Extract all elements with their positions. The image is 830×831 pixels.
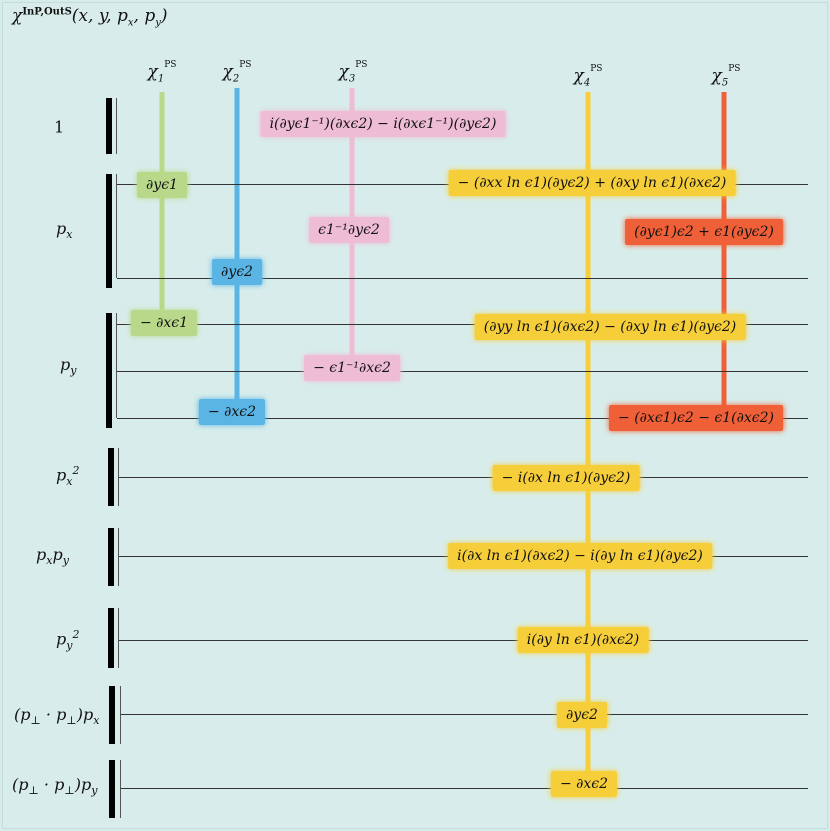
- column-header-chi5: χ5PS: [711, 64, 741, 89]
- row-bracket-thin-ppx: [120, 686, 121, 744]
- term-px-chi2: ∂yϵ2: [212, 259, 262, 285]
- hline-px-c: [117, 278, 808, 279]
- row-bracket-thin-py2: [118, 608, 119, 668]
- row-label-pxpy: pxpy: [36, 544, 69, 568]
- row-label-px2: px2: [56, 464, 80, 488]
- row-bracket-px2: [108, 448, 114, 506]
- row-bracket-ppx: [109, 686, 115, 744]
- hline-ppy: [121, 788, 808, 789]
- hline-py2: [119, 640, 808, 641]
- term-py-chi2: − ∂xϵ2: [198, 399, 266, 425]
- hline-ppx: [121, 714, 808, 715]
- row-bracket-thin-py: [116, 313, 117, 418]
- column-line-chi4: [585, 92, 591, 785]
- term-ppx-chi4: ∂yϵ2: [557, 702, 607, 728]
- row-bracket-py2: [108, 608, 114, 668]
- row-label-ppy: (p⊥ · p⊥)py: [12, 774, 98, 798]
- term-pxpy-chi4: i(∂x ln ϵ1)(∂xϵ2) − i(∂y ln ϵ1)(∂yϵ2): [448, 543, 712, 569]
- term-px-chi4: − (∂xx ln ϵ1)(∂yϵ2) + (∂xy ln ϵ1)(∂xϵ2): [448, 170, 736, 196]
- column-line-chi2: [234, 88, 240, 414]
- term-py-chi5: − (∂xϵ1)ϵ2 − ϵ1(∂xϵ2): [609, 405, 783, 431]
- row-bracket-py: [106, 313, 112, 428]
- row-bracket-thin-pxpy: [118, 528, 119, 586]
- term-py2-chi4: i(∂y ln ϵ1)(∂xϵ2): [517, 627, 649, 653]
- term-px-chi5: (∂yϵ1)ϵ2 + ϵ1(∂yϵ2): [625, 219, 783, 245]
- column-line-chi1: [159, 92, 165, 324]
- row-label-py2: py2: [56, 628, 80, 652]
- row-bracket-px: [106, 174, 112, 288]
- hline-px2: [119, 477, 808, 478]
- row-label-px: px: [56, 218, 73, 242]
- hline-py-a: [117, 324, 808, 325]
- row-bracket-pxpy: [108, 528, 114, 586]
- term-px-chi3: ϵ1⁻¹∂yϵ2: [309, 217, 389, 243]
- row-bracket-thin-ppy: [120, 760, 121, 818]
- column-header-chi2: χ2PS: [222, 60, 252, 85]
- hline-py-b: [117, 371, 808, 372]
- row-bracket-thin-px2: [118, 448, 119, 506]
- row-label-ppx: (p⊥ · p⊥)px: [14, 704, 100, 728]
- column-header-chi1: χ1PS: [147, 60, 177, 85]
- row-label-1: 1: [54, 117, 65, 137]
- term-px2-chi4: − i(∂x ln ϵ1)(∂yϵ2): [492, 465, 640, 491]
- term-px-chi1: ∂yϵ1: [137, 172, 187, 198]
- row-label-py: py: [60, 354, 77, 378]
- row-bracket-thin-1: [116, 98, 117, 154]
- term-r1-chi3: i(∂yϵ1⁻¹)(∂xϵ2) − i(∂xϵ1⁻¹)(∂yϵ2): [260, 111, 506, 137]
- term-py-chi3: − ϵ1⁻¹∂xϵ2: [304, 355, 400, 381]
- term-ppy-chi4: − ∂xϵ2: [550, 771, 618, 797]
- row-bracket-thin-px: [116, 174, 117, 278]
- term-py-chi4: (∂yy ln ϵ1)(∂xϵ2) − (∂xy ln ϵ1)(∂yϵ2): [474, 314, 746, 340]
- diagram-title: χInP,OutS(x, y, px, py): [12, 6, 168, 29]
- hline-py-c: [117, 418, 808, 419]
- term-py-chi1: − ∂xϵ1: [130, 310, 198, 336]
- column-header-chi3: χ3PS: [338, 60, 368, 85]
- row-bracket-ppy: [109, 760, 115, 818]
- row-bracket-1: [106, 98, 112, 154]
- column-header-chi4: χ4PS: [573, 64, 603, 89]
- column-line-chi5: [721, 92, 727, 418]
